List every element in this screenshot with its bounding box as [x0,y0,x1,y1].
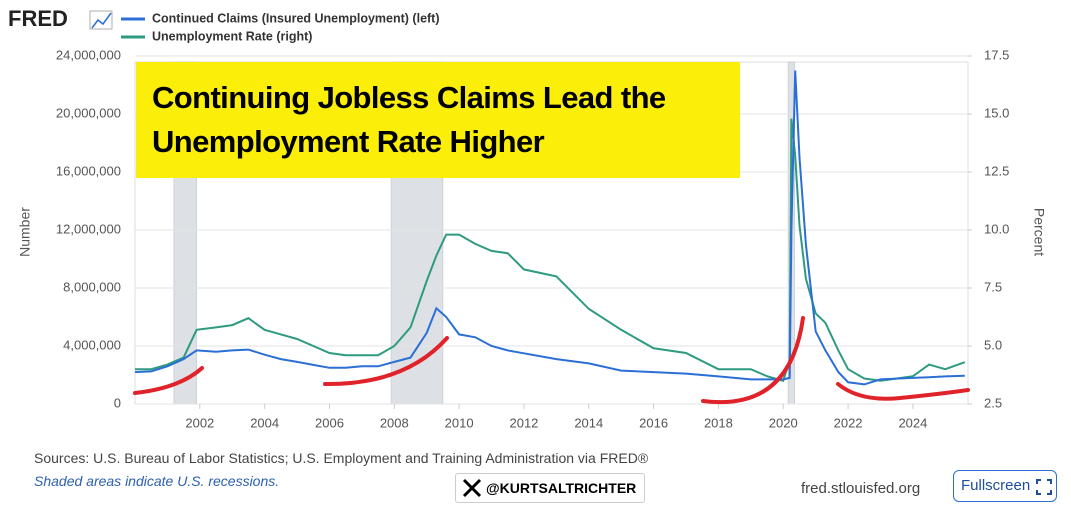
y-tick-label: 20,000,000 [56,105,121,120]
y2-axis-label: Percent [1031,208,1047,256]
y-tick-label: 8,000,000 [63,279,121,294]
annotation-curve [701,316,805,405]
y2-tick-label: 12.5 [984,163,1009,178]
y-tick-label: 0 [114,395,121,410]
x-tick-label: 2006 [315,415,344,430]
annotation-curve [133,366,204,395]
logo-frame [89,10,113,30]
y2-tick-label: 17.5 [984,47,1009,62]
y2-tick-label: 5.0 [984,337,1002,352]
y2-tick-label: 15.0 [984,105,1009,120]
legend-label: Unemployment Rate (right) [152,29,312,43]
x-logo [462,478,482,498]
logo-icon [91,12,112,29]
watermark-handle: @KURTSALTRICHTER [455,473,646,503]
handle: @KURTSALTRICHTER [486,480,637,496]
x-tick-label: 2012 [509,415,538,430]
x-tick-label: 2024 [898,415,927,430]
brand-logo: FRED [8,6,68,31]
annotations [133,316,970,405]
series-line [134,70,965,386]
y-tick-label: 24,000,000 [56,47,121,62]
x-tick-label: 2002 [185,415,214,430]
fullscreen-icon [1036,479,1052,495]
x-tick-label: 2014 [574,415,603,430]
x-tick-label: 2020 [769,415,798,430]
y2-tick-label: 7.5 [984,279,1002,294]
x-tick-label: 2010 [445,415,474,430]
y-tick-label: 12,000,000 [56,221,121,236]
series-line [135,118,966,383]
x-tick-label: 2008 [380,415,409,430]
x-tick-label: 2018 [704,415,733,430]
annotation-curve [836,382,970,401]
site: fred.stlouisfed.org [801,480,921,497]
x-tick-label: 2016 [639,415,668,430]
sources: Sources: U.S. Bureau of Labor Statistics… [34,450,649,466]
x-tick-label: 2022 [834,415,863,430]
button-label: Fullscreen [961,477,1031,494]
legend-label: Continued Claims (Insured Unemployment) … [152,11,440,25]
y-axis-label: Number [17,207,33,257]
chart-title: Continuing Jobless Claims Lead the Unemp… [136,62,740,178]
x-tick-label: 2004 [250,415,279,430]
fullscreen-button[interactable]: Fullscreen [953,470,1057,502]
y2-tick-label: 10.0 [984,221,1009,236]
y-tick-label: 16,000,000 [56,163,121,178]
y2-tick-label: 2.5 [984,395,1002,410]
recession-note: Shaded areas indicate U.S. recessions. [34,473,280,489]
y-tick-label: 4,000,000 [63,337,121,352]
annotation-curve [323,336,449,387]
